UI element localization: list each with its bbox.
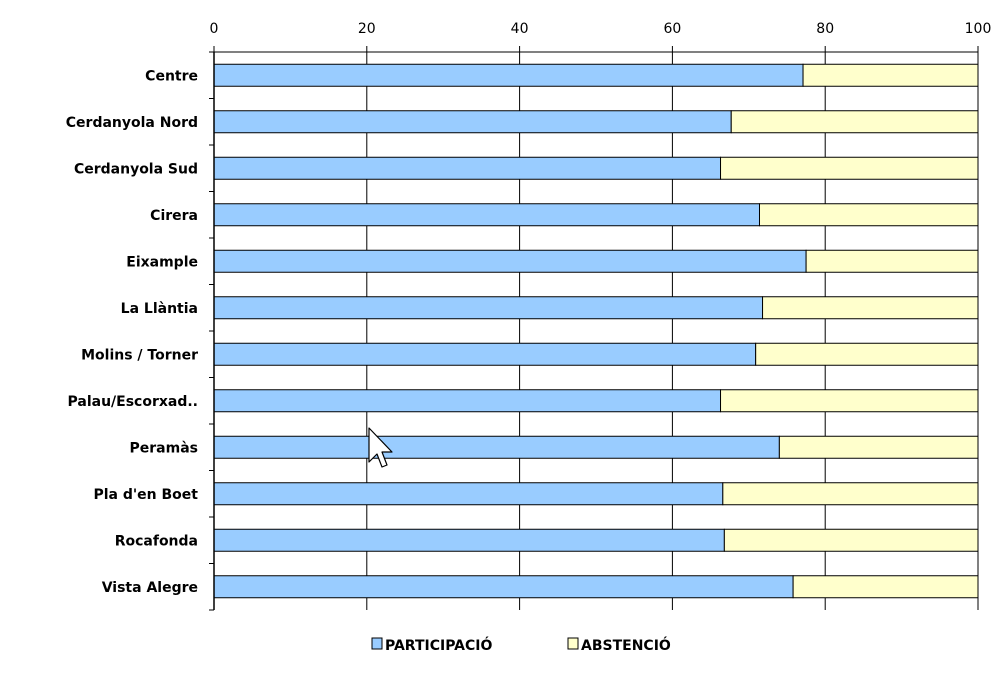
x-tick-label: 0 [210,21,219,37]
bar-participacio [213,435,780,459]
category-labels: Centre Cerdanyola Nord Cerdanyola Sud Cirer… [66,68,199,596]
x-tick-label: 40 [511,21,529,37]
bar-participacio [213,389,722,413]
bar-abstencio [762,296,979,320]
gridlines [366,52,979,610]
bar-abstencio [723,528,979,552]
category-label: Centre [145,68,198,84]
axes: 0 20 40 60 80 100 [209,21,992,611]
bar-participacio [213,156,722,180]
bar-participacio [213,203,760,227]
category-label: Cerdanyola Sud [74,161,198,177]
bar-abstencio [778,435,979,459]
bar-participacio [213,482,724,506]
x-tick-label: 60 [663,21,681,37]
bar-abstencio [805,249,979,273]
category-label: Eixample [126,254,198,270]
category-label: Palau/Escorxad.. [67,394,198,410]
bar-abstencio [720,389,979,413]
x-tick-label: 80 [816,21,834,37]
bar-abstencio [802,63,979,87]
category-label: Cerdanyola Nord [66,115,198,131]
category-label: Peramàs [130,440,198,456]
bar-abstencio [730,110,979,134]
bar-abstencio [722,482,979,506]
category-label: Pla d'en Boet [93,487,198,503]
legend-label-participacio: PARTICIPACIÓ [385,636,492,654]
bar-participacio [213,296,764,320]
x-tick-label: 20 [358,21,376,37]
category-label: La Llàntia [121,301,198,317]
x-tick-label: 100 [965,21,992,37]
category-label: Cirera [150,208,198,224]
bar-participacio [213,342,757,366]
bars [213,63,979,599]
legend: PARTICIPACIÓ ABSTENCIÓ [371,636,671,654]
bar-participacio [213,110,732,134]
legend-swatch-participacio [371,637,383,650]
bar-abstencio [758,203,979,227]
category-label: Molins / Torner [81,347,198,363]
bar-participacio [213,528,725,552]
category-label: Rocafonda [115,533,198,549]
bar-abstencio [755,342,979,366]
legend-label-abstencio: ABSTENCIÓ [581,636,671,654]
bar-participacio [213,249,807,273]
bar-participacio [213,575,794,599]
category-label: Vista Alegre [102,580,198,596]
mouse-cursor-icon [368,427,393,468]
bar-abstencio [792,575,979,599]
bar-abstencio [720,156,979,180]
bar-participacio [213,63,804,87]
legend-swatch-abstencio [567,637,579,650]
